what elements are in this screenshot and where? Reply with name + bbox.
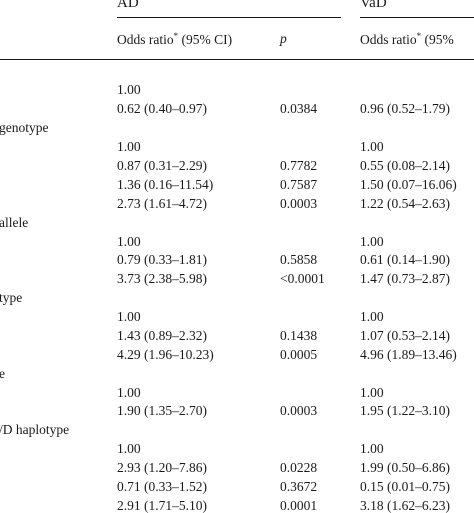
cell-or-ad: 3.73 (2.38–5.98) — [117, 271, 207, 287]
cell-or-vad: 4.96 (1.89–13.46) — [360, 346, 457, 362]
or-vad-mark: * — [416, 31, 422, 41]
header-bottom-rule — [0, 59, 474, 60]
or-ad-ci: (95% CI) — [181, 32, 233, 47]
section-label: /D haplotype — [0, 422, 70, 438]
cell-or-ad: 1.43 (0.89–2.32) — [117, 327, 207, 343]
section-label: genotype — [0, 120, 49, 136]
cell-or-ad: 2.91 (1.71–5.10) — [117, 497, 207, 513]
cell-or-vad: 1.07 (0.53–2.14) — [360, 327, 450, 343]
cell-p-value: 0.0003 — [280, 403, 318, 419]
column-header-p: p — [280, 31, 287, 46]
cell-or-ad: 4.29 (1.96–10.23) — [117, 346, 214, 362]
cell-or-vad: 1.00 — [360, 309, 384, 325]
section-label: allele — [0, 214, 29, 230]
cell-or-vad: 0.61 (0.14–1.90) — [360, 252, 450, 268]
group-rule-ad — [117, 17, 341, 18]
cell-or-vad: 1.99 (0.50–6.86) — [360, 460, 450, 476]
group-header-ad: AD — [117, 0, 139, 11]
cell-or-ad: 2.73 (1.61–4.72) — [117, 195, 207, 211]
cell-p-value: 0.3672 — [280, 479, 318, 495]
column-header-or-vad: Odds ratio* (95% — [360, 32, 454, 47]
cell-or-vad: 1.00 — [360, 384, 384, 400]
cell-or-ad: 0.79 (0.33–1.81) — [117, 252, 207, 268]
column-header-or-ad: Odds ratio* (95% CI) — [117, 32, 232, 47]
cell-or-ad: 1.36 (0.16–11.54) — [117, 176, 214, 192]
or-ad-label: Odds ratio — [117, 32, 174, 47]
group-header-vad: VaD — [360, 0, 387, 11]
group-rule-vad — [360, 17, 474, 18]
cell-p-value: 0.1438 — [280, 327, 318, 343]
cell-or-vad: 1.95 (1.22–3.10) — [360, 403, 450, 419]
cell-or-ad: 0.62 (0.40–0.97) — [117, 101, 207, 117]
cell-or-vad: 0.55 (0.08–2.14) — [360, 157, 450, 173]
cell-or-vad: 0.15 (0.01–0.75) — [360, 479, 450, 495]
cell-or-ad: 1.00 — [117, 309, 141, 325]
cell-or-ad: 1.00 — [117, 233, 141, 249]
cell-p-value: 0.7782 — [280, 157, 318, 173]
cell-p-value: 0.0001 — [280, 497, 318, 513]
cell-or-vad: 1.50 (0.07–16.06) — [360, 176, 457, 192]
cell-or-ad: 1.00 — [117, 384, 141, 400]
or-vad-label: Odds ratio — [360, 32, 417, 47]
cell-or-ad: 1.00 — [117, 82, 141, 98]
cell-or-vad: 1.47 (0.73–2.87) — [360, 271, 450, 287]
or-vad-ci: (95% — [424, 32, 454, 47]
cell-or-vad: 1.00 — [360, 441, 384, 457]
cell-or-ad: 0.87 (0.31–2.29) — [117, 157, 207, 173]
cell-or-ad: 2.93 (1.20–7.86) — [117, 460, 207, 476]
cell-p-value: 0.0384 — [280, 101, 318, 117]
or-ad-mark: * — [173, 31, 179, 41]
cell-p-value: <0.0001 — [280, 271, 325, 287]
cell-p-value: 0.5858 — [280, 252, 318, 268]
section-label: type — [0, 290, 23, 306]
cell-or-ad: 1.00 — [117, 139, 141, 155]
cell-or-ad: 1.00 — [117, 441, 141, 457]
cell-or-vad: 1.00 — [360, 233, 384, 249]
cell-p-value: 0.0005 — [280, 346, 318, 362]
cell-p-value: 0.0228 — [280, 460, 318, 476]
cell-p-value: 0.0003 — [280, 195, 318, 211]
cell-or-vad: 1.22 (0.54–2.63) — [360, 195, 450, 211]
cell-or-vad: 1.00 — [360, 139, 384, 155]
cell-p-value: 0.7587 — [280, 176, 318, 192]
cell-or-vad: 3.18 (1.62–6.23) — [360, 497, 450, 513]
section-label: e — [0, 365, 5, 381]
cell-or-ad: 0.71 (0.33–1.52) — [117, 479, 207, 495]
cell-or-vad: 0.96 (0.52–1.79) — [360, 101, 450, 117]
cell-or-ad: 1.90 (1.35–2.70) — [117, 403, 207, 419]
